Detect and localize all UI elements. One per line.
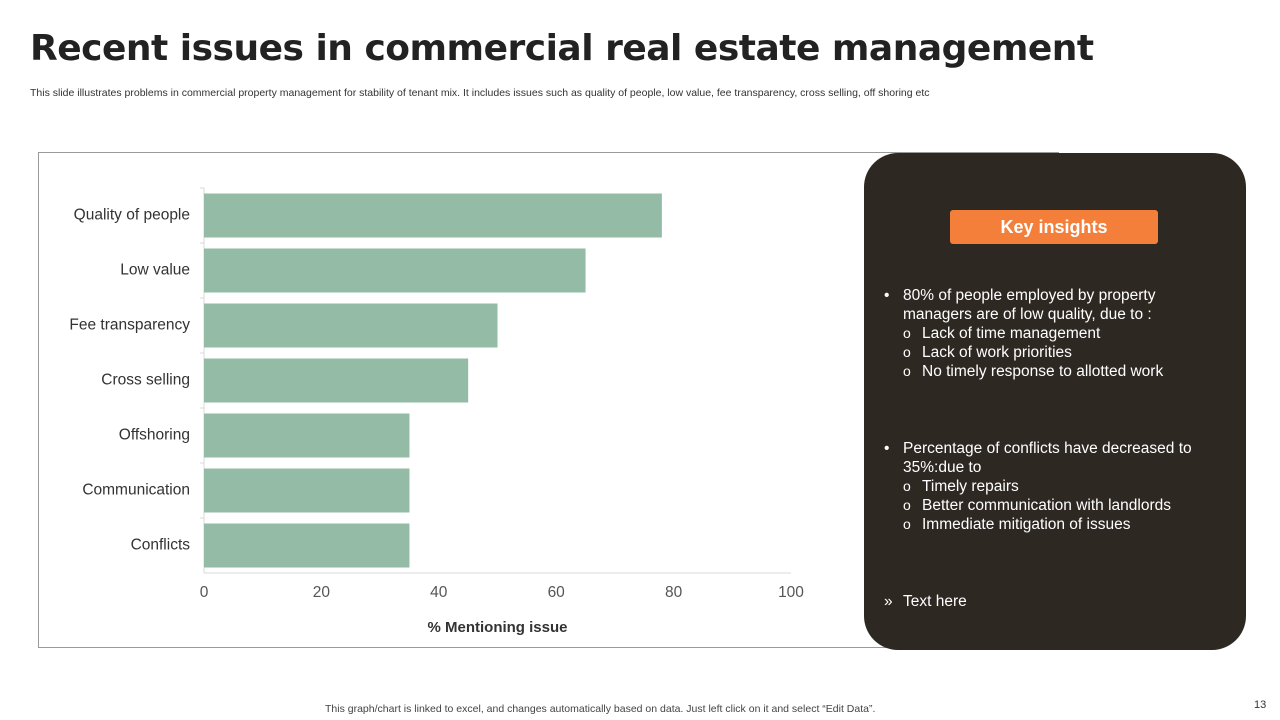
page-number: 13	[1254, 699, 1267, 711]
insight-main-text: Percentage of conflicts have decreased t…	[903, 440, 1192, 476]
x-axis-title: % Mentioning issue	[427, 619, 567, 636]
x-tick-label: 0	[200, 584, 209, 601]
insight-subitem-text: Immediate mitigation of issues	[922, 516, 1131, 533]
insight-subitem: o Lack of work priorities	[882, 343, 1222, 362]
x-tick-label: 80	[665, 584, 683, 601]
category-label: Low value	[120, 262, 190, 279]
circle-bullet-icon: o	[903, 344, 911, 360]
insight-text: • 80% of people employed by property man…	[882, 286, 1222, 324]
slide-subtitle: This slide illustrates problems in comme…	[30, 87, 930, 99]
category-label: Cross selling	[101, 372, 190, 389]
bullet-icon: •	[884, 287, 890, 304]
insight-sublist: o Timely repairs o Better communication wi…	[882, 477, 1222, 534]
insight-subitem-text: Lack of time management	[922, 325, 1101, 342]
category-label: Conflicts	[131, 537, 191, 554]
circle-bullet-icon: o	[903, 325, 911, 341]
circle-bullet-icon: o	[903, 478, 911, 494]
circle-bullet-icon: o	[903, 516, 911, 532]
category-label: Communication	[82, 482, 190, 499]
bar-chart: Quality of people Low value Fee transparen…	[69, 187, 804, 636]
bullet-icon: •	[884, 440, 890, 457]
insight-subitem: o Better communication with landlords	[882, 496, 1222, 515]
insight-subitem-text: Lack of work priorities	[922, 344, 1072, 361]
bar	[204, 248, 586, 293]
insight-subitem: o Immediate mitigation of issues	[882, 515, 1222, 534]
insight-subitem: o Timely repairs	[882, 477, 1222, 496]
bar	[204, 193, 662, 238]
bar	[204, 523, 410, 568]
bar	[204, 468, 410, 513]
insight-sublist: o Lack of time management o Lack of work p…	[882, 324, 1222, 381]
insight-text: • Percentage of conflicts have decreased…	[882, 439, 1222, 477]
key-insights-panel: Key insights • 80% of people employed by…	[864, 153, 1246, 650]
category-label: Quality of people	[74, 207, 190, 224]
x-tick-label: 40	[430, 584, 448, 601]
insight-subitem: o No timely response to allotted work	[882, 362, 1222, 381]
insight-subitem-text: Better communication with landlords	[922, 497, 1171, 514]
x-tick-label: 20	[313, 584, 331, 601]
insight-block: • 80% of people employed by property man…	[882, 286, 1222, 381]
circle-bullet-icon: o	[903, 363, 911, 379]
x-tick-label: 100	[778, 584, 804, 601]
x-tick-label: 60	[548, 584, 566, 601]
insight-block: » Text here	[882, 592, 1222, 611]
insight-block: • Percentage of conflicts have decreased…	[882, 439, 1222, 534]
slide-title: Recent issues in commercial real estate …	[30, 28, 1094, 69]
category-label: Fee transparency	[69, 317, 190, 334]
key-insights-header: Key insights	[950, 210, 1158, 244]
insight-main-text: Text here	[903, 593, 967, 610]
category-label: Offshoring	[119, 427, 190, 444]
footer-note: This graph/chart is linked to excel, and…	[325, 703, 876, 715]
double-chevron-icon: »	[884, 593, 893, 610]
circle-bullet-icon: o	[903, 497, 911, 513]
insight-text: » Text here	[882, 592, 1222, 611]
insight-subitem-text: Timely repairs	[922, 478, 1019, 495]
bar	[204, 413, 410, 458]
insight-subitem-text: No timely response to allotted work	[922, 363, 1164, 380]
insight-main-text: 80% of people employed by property manag…	[903, 287, 1156, 323]
bar	[204, 303, 498, 348]
insight-subitem: o Lack of time management	[882, 324, 1222, 343]
bar	[204, 358, 469, 403]
